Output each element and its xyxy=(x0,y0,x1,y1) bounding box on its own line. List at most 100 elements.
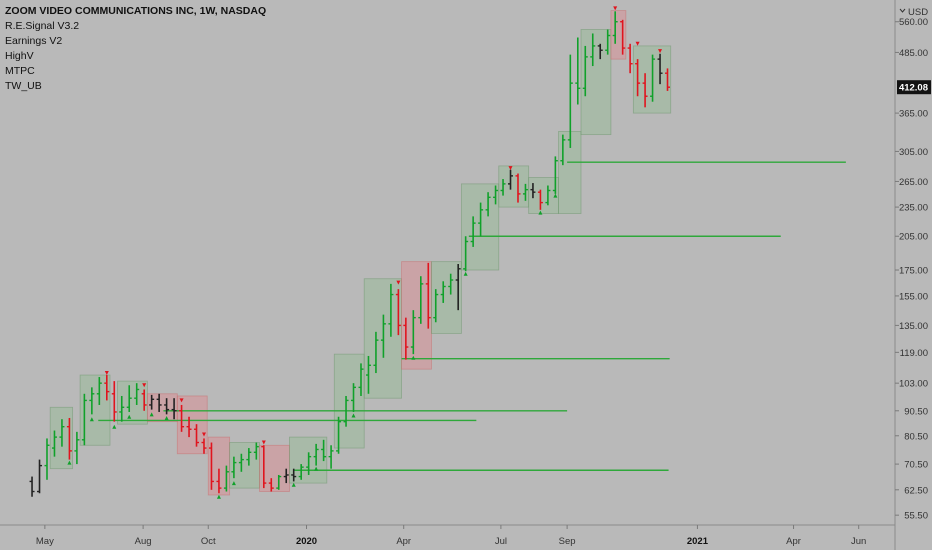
buy-signal-marker xyxy=(89,417,94,422)
candle xyxy=(96,377,102,405)
buy-signal-marker xyxy=(231,481,236,486)
candle xyxy=(485,192,491,217)
y-tick-label: 265.00 xyxy=(899,177,928,188)
y-tick-label: 70.50 xyxy=(904,460,928,471)
candle xyxy=(642,73,648,108)
legend-indicator[interactable]: HighV xyxy=(5,50,34,62)
candle xyxy=(306,452,312,475)
candle xyxy=(440,281,446,303)
x-tick-label: 2021 xyxy=(687,536,709,547)
candle xyxy=(537,189,543,210)
candle xyxy=(575,37,581,105)
candle xyxy=(194,424,200,447)
candle xyxy=(380,314,386,358)
y-tick-label: 155.00 xyxy=(899,291,928,302)
candle xyxy=(238,453,244,472)
candle xyxy=(470,216,476,247)
y-tick-label: 119.00 xyxy=(900,348,928,359)
x-tick-label: Jun xyxy=(851,536,866,547)
x-tick-label: Apr xyxy=(396,536,411,547)
candle xyxy=(433,289,439,323)
x-tick-label: 2020 xyxy=(296,536,317,547)
buy-signal-marker xyxy=(149,412,154,417)
legend-title[interactable]: ZOOM VIDEO COMMUNICATIONS INC, 1W, NASDA… xyxy=(5,5,267,17)
currency-label-chevron xyxy=(899,8,906,13)
candle xyxy=(141,389,147,411)
candle xyxy=(313,443,319,466)
candle xyxy=(358,363,364,396)
candle xyxy=(253,442,259,460)
candle xyxy=(29,476,35,497)
sell-signal-marker xyxy=(179,398,184,403)
sell-signal-marker xyxy=(201,432,206,437)
buy-signal-marker xyxy=(291,482,296,487)
candle xyxy=(81,393,87,446)
candle xyxy=(403,317,409,360)
candle xyxy=(500,179,506,196)
candle xyxy=(418,276,424,324)
candle xyxy=(410,310,416,355)
chart-legend: ZOOM VIDEO COMMUNICATIONS INC, 1W, NASDA… xyxy=(5,4,266,94)
candle xyxy=(44,438,50,480)
sell-signal-marker xyxy=(142,383,147,388)
y-tick-label: 485.00 xyxy=(899,48,928,59)
candle xyxy=(395,289,401,336)
candle xyxy=(620,19,626,55)
currency-label: USD xyxy=(908,7,928,18)
candle xyxy=(373,331,379,374)
candle xyxy=(665,68,671,91)
candle xyxy=(231,456,237,479)
y-tick-label: 135.00 xyxy=(899,321,928,332)
last-price-label: 412.08 xyxy=(899,83,928,94)
candle xyxy=(590,33,596,67)
sell-signal-marker xyxy=(658,49,663,54)
candle xyxy=(164,398,170,415)
y-tick-label: 365.00 xyxy=(899,109,928,120)
y-tick-label: 205.00 xyxy=(899,232,928,243)
x-tick-label: Aug xyxy=(135,536,152,547)
candle xyxy=(508,169,514,190)
y-tick-label: 62.50 xyxy=(904,485,928,496)
buy-signal-marker xyxy=(127,414,132,419)
candle xyxy=(283,468,289,484)
candle xyxy=(635,59,641,97)
buy-signal-marker xyxy=(463,271,468,276)
y-tick-label: 305.00 xyxy=(899,147,928,158)
candle xyxy=(119,395,125,422)
candle xyxy=(149,394,155,410)
x-tick-label: Sep xyxy=(559,536,576,547)
candles xyxy=(29,11,671,497)
candle xyxy=(111,381,117,422)
buy-signal-marker xyxy=(112,424,117,429)
sell-signal-marker xyxy=(508,166,513,171)
buy-signal-marker xyxy=(314,466,319,471)
legend-indicator[interactable]: TW_UB xyxy=(5,80,42,92)
candle xyxy=(328,445,334,469)
sell-signal-marker xyxy=(396,280,401,285)
candle xyxy=(351,383,357,412)
candle xyxy=(530,183,536,199)
candle xyxy=(276,474,282,490)
y-tick-label: 103.00 xyxy=(899,379,928,390)
sell-signal-marker xyxy=(635,41,640,46)
candle xyxy=(597,43,603,60)
candle xyxy=(388,283,394,337)
legend-indicator[interactable]: MTPC xyxy=(5,65,35,77)
x-tick-label: Apr xyxy=(786,536,801,547)
candle xyxy=(223,465,229,492)
candle xyxy=(186,416,192,438)
last-price-tag xyxy=(897,80,931,95)
candle xyxy=(455,264,461,311)
y-tick-label: 560.00 xyxy=(899,17,928,28)
candle xyxy=(201,438,207,454)
candle xyxy=(560,134,566,166)
legend-indicator[interactable]: Earnings V2 xyxy=(5,35,63,47)
candle xyxy=(126,385,132,412)
signal-markers xyxy=(67,6,663,499)
candle xyxy=(650,54,656,102)
candle xyxy=(59,419,65,447)
candle xyxy=(425,262,431,329)
legend-indicator[interactable]: R.E.Signal V3.2 xyxy=(5,20,80,32)
